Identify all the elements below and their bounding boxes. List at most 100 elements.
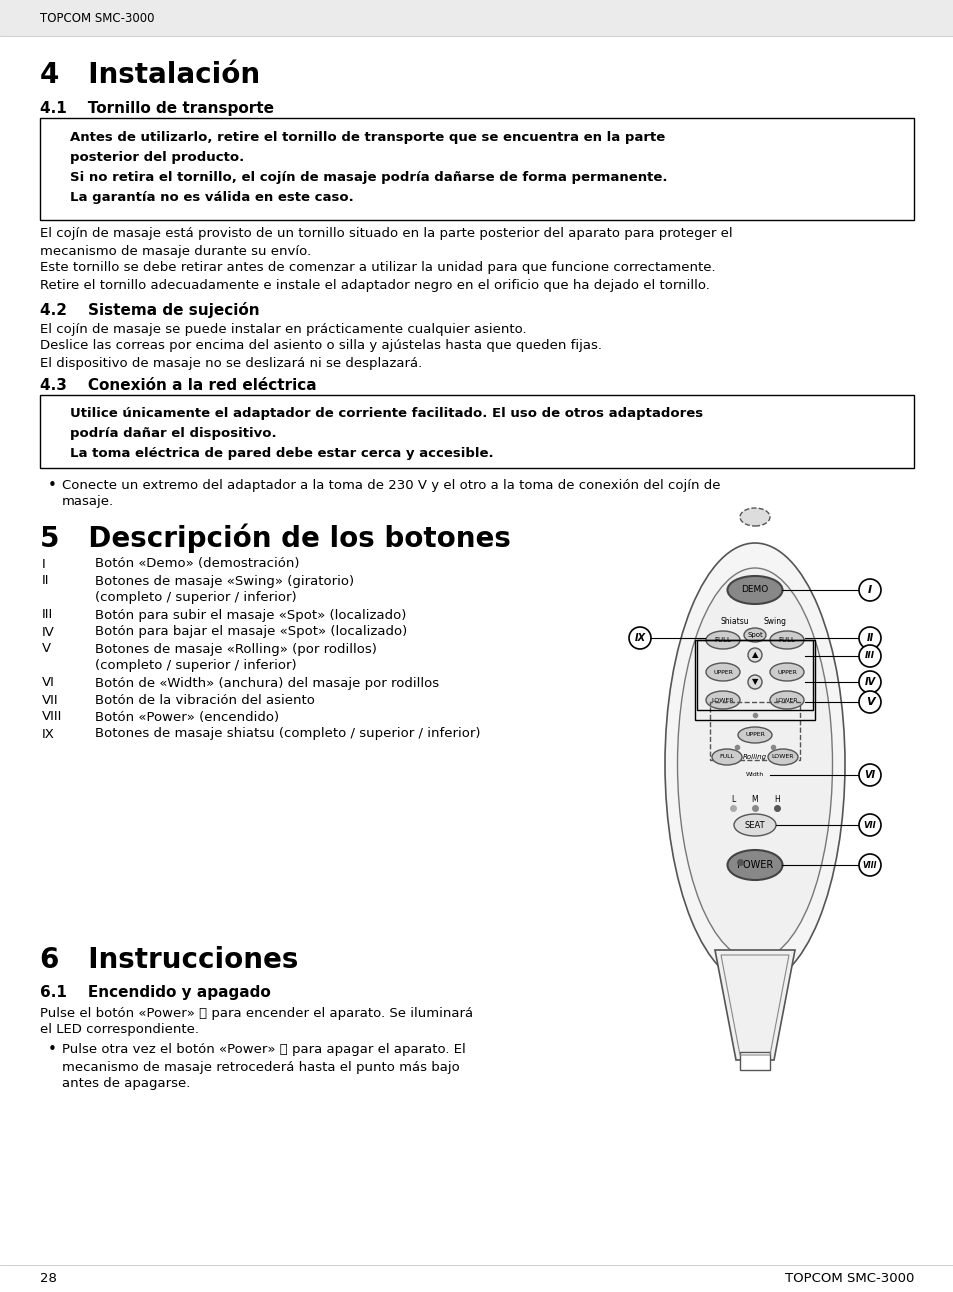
Ellipse shape — [711, 749, 741, 765]
Text: 4.3    Conexión a la red eléctrica: 4.3 Conexión a la red eléctrica — [40, 377, 316, 393]
Ellipse shape — [769, 630, 803, 649]
Bar — [709, 702, 800, 760]
Ellipse shape — [743, 628, 765, 642]
Bar — [695, 640, 814, 720]
Text: UPPER: UPPER — [744, 733, 764, 738]
Text: (completo / superior / inferior): (completo / superior / inferior) — [95, 659, 296, 673]
Ellipse shape — [727, 576, 781, 603]
Ellipse shape — [664, 543, 844, 985]
Text: II: II — [865, 633, 873, 643]
Circle shape — [858, 627, 880, 649]
Text: Pulse otra vez el botón «Power» ⓞ para apagar el aparato. El: Pulse otra vez el botón «Power» ⓞ para a… — [62, 1044, 465, 1057]
Text: Botones de masaje «Rolling» (por rodillos): Botones de masaje «Rolling» (por rodillo… — [95, 642, 376, 655]
Text: El dispositivo de masaje no se deslizará ni se desplazará.: El dispositivo de masaje no se deslizará… — [40, 357, 422, 370]
Bar — [697, 640, 812, 711]
Text: TOPCOM SMC-3000: TOPCOM SMC-3000 — [40, 12, 154, 25]
Text: Botones de masaje «Swing» (giratorio): Botones de masaje «Swing» (giratorio) — [95, 575, 354, 588]
Text: L: L — [730, 796, 735, 805]
Polygon shape — [714, 950, 794, 1059]
Text: VI: VI — [863, 770, 875, 780]
Circle shape — [858, 579, 880, 601]
Ellipse shape — [738, 727, 771, 743]
Text: Botón de la vibración del asiento: Botón de la vibración del asiento — [95, 694, 314, 707]
Text: M: M — [751, 796, 758, 805]
Text: Spot: Spot — [746, 632, 762, 638]
Text: VII: VII — [42, 694, 58, 707]
Text: podría dañar el dispositivo.: podría dañar el dispositivo. — [70, 426, 276, 439]
Text: 4.2    Sistema de sujeción: 4.2 Sistema de sujeción — [40, 302, 259, 318]
Text: IV: IV — [42, 625, 55, 638]
Text: Swing: Swing — [762, 618, 785, 627]
Text: LOWER: LOWER — [711, 698, 734, 703]
Text: (completo / superior / inferior): (completo / superior / inferior) — [95, 592, 296, 605]
Text: posterior del producto.: posterior del producto. — [70, 151, 244, 164]
Text: IX: IX — [42, 727, 55, 740]
Ellipse shape — [733, 814, 775, 836]
Text: VI: VI — [42, 677, 55, 690]
Ellipse shape — [769, 663, 803, 681]
Text: POWER: POWER — [736, 860, 772, 870]
Circle shape — [858, 764, 880, 786]
Text: 4   Instalación: 4 Instalación — [40, 61, 260, 89]
Text: el LED correspondiente.: el LED correspondiente. — [40, 1023, 199, 1036]
Text: El cojín de masaje se puede instalar en prácticamente cualquier asiento.: El cojín de masaje se puede instalar en … — [40, 323, 526, 336]
Text: I: I — [42, 558, 46, 571]
Bar — [740, 1052, 769, 1070]
Text: VIII: VIII — [42, 711, 62, 724]
Text: Si no retira el tornillo, el cojín de masaje podría dañarse de forma permanente.: Si no retira el tornillo, el cojín de ma… — [70, 172, 667, 185]
Text: Pulse el botón «Power» ⓞ para encender el aparato. Se iluminará: Pulse el botón «Power» ⓞ para encender e… — [40, 1006, 473, 1019]
Circle shape — [858, 671, 880, 693]
Text: mecanismo de masaje durante su envío.: mecanismo de masaje durante su envío. — [40, 244, 311, 257]
Text: IX: IX — [634, 633, 645, 643]
Text: Botón para bajar el masaje «Spot» (localizado): Botón para bajar el masaje «Spot» (local… — [95, 625, 407, 638]
Ellipse shape — [767, 749, 797, 765]
Text: Retire el tornillo adecuadamente e instale el adaptador negro en el orificio que: Retire el tornillo adecuadamente e insta… — [40, 279, 709, 292]
Text: Botón de «Width» (anchura) del masaje por rodillos: Botón de «Width» (anchura) del masaje po… — [95, 677, 438, 690]
Text: V: V — [864, 696, 873, 707]
Text: 28: 28 — [40, 1273, 57, 1286]
Text: Shiatsu: Shiatsu — [720, 618, 748, 627]
Text: mecanismo de masaje retrocederá hasta el punto más bajo: mecanismo de masaje retrocederá hasta el… — [62, 1061, 459, 1074]
Bar — [40, 395, 913, 468]
Ellipse shape — [747, 674, 761, 689]
Text: FULL: FULL — [778, 637, 795, 643]
Text: LOWER: LOWER — [775, 698, 798, 703]
Text: FULL: FULL — [714, 637, 731, 643]
Text: La toma eléctrica de pared debe estar cerca y accesible.: La toma eléctrica de pared debe estar ce… — [70, 447, 493, 460]
Bar — [40, 118, 913, 220]
Text: V: V — [42, 642, 51, 655]
Ellipse shape — [705, 691, 740, 709]
Text: Este tornillo se debe retirar antes de comenzar a utilizar la unidad para que fu: Este tornillo se debe retirar antes de c… — [40, 261, 715, 274]
Text: LOWER: LOWER — [771, 755, 794, 760]
Text: I: I — [867, 585, 871, 596]
Text: Rolling: Rolling — [742, 755, 766, 760]
Text: UPPER: UPPER — [777, 669, 796, 674]
Text: 4.1    Tornillo de transporte: 4.1 Tornillo de transporte — [40, 101, 274, 115]
Text: Botón «Power» (encendido): Botón «Power» (encendido) — [95, 711, 279, 724]
Text: DEMO: DEMO — [740, 585, 768, 594]
Text: ▼: ▼ — [751, 677, 758, 686]
Ellipse shape — [740, 508, 769, 526]
Ellipse shape — [677, 568, 832, 960]
Text: •: • — [48, 1043, 57, 1057]
Text: III: III — [42, 609, 53, 621]
Ellipse shape — [727, 850, 781, 880]
Bar — [0, 0, 953, 36]
Text: H: H — [773, 796, 779, 805]
Text: 6.1    Encendido y apagado: 6.1 Encendido y apagado — [40, 986, 271, 1000]
Text: antes de apagarse.: antes de apagarse. — [62, 1078, 191, 1090]
Text: El cojín de masaje está provisto de un tornillo situado en la parte posterior de: El cojín de masaje está provisto de un t… — [40, 227, 732, 240]
Text: Botón «Demo» (demostración): Botón «Demo» (demostración) — [95, 558, 299, 571]
Circle shape — [858, 691, 880, 713]
Text: masaje.: masaje. — [62, 496, 114, 509]
Text: •: • — [48, 478, 57, 492]
Text: VII: VII — [862, 820, 876, 829]
Text: FULL: FULL — [719, 755, 734, 760]
Text: Width: Width — [745, 773, 763, 778]
Text: Botón para subir el masaje «Spot» (localizado): Botón para subir el masaje «Spot» (local… — [95, 609, 406, 621]
Text: Antes de utilizarlo, retire el tornillo de transporte que se encuentra en la par: Antes de utilizarlo, retire el tornillo … — [70, 132, 664, 145]
Text: II: II — [42, 575, 50, 588]
Text: La garantía no es válida en este caso.: La garantía no es válida en este caso. — [70, 191, 354, 204]
Text: UPPER: UPPER — [712, 669, 732, 674]
Circle shape — [858, 645, 880, 667]
